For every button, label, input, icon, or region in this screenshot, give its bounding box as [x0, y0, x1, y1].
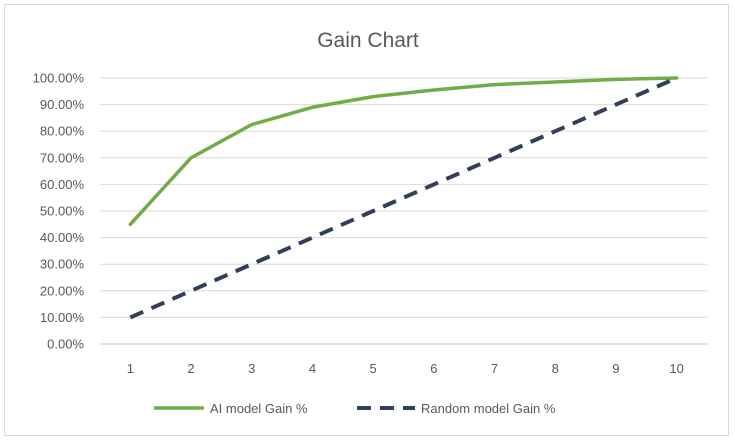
- x-tick-label: 7: [491, 361, 498, 376]
- y-tick-label: 20.00%: [40, 283, 85, 298]
- legend-label: AI model Gain %: [210, 401, 308, 416]
- series-lines: [128, 76, 679, 320]
- y-tick-label: 30.00%: [40, 257, 85, 272]
- x-axis-ticks: 1 2 3 4 5 6 7 8 9 10: [127, 361, 684, 376]
- x-tick-label: 8: [552, 361, 559, 376]
- x-tick-label: 5: [370, 361, 377, 376]
- y-tick-label: 40.00%: [40, 230, 85, 245]
- x-tick-label: 3: [248, 361, 255, 376]
- gridlines: [100, 77, 707, 345]
- y-axis-ticks: 0.00% 10.00% 20.00% 30.00% 40.00% 50.00% 60.00…: [33, 71, 85, 352]
- y-tick-label: 70.00%: [40, 150, 85, 165]
- chart-frame: [4, 4, 729, 436]
- x-tick-label: 9: [612, 361, 619, 376]
- legend: AI model Gain % Random model Gain %: [154, 401, 556, 416]
- x-tick-label: 10: [669, 361, 683, 376]
- legend-label: Random model Gain %: [421, 401, 556, 416]
- x-tick-label: 2: [187, 361, 194, 376]
- y-tick-label: 0.00%: [47, 337, 84, 352]
- y-tick-label: 50.00%: [40, 204, 85, 219]
- y-tick-label: 60.00%: [40, 177, 85, 192]
- random-model-line: [129, 76, 678, 320]
- ai-model-line: [128, 76, 679, 227]
- x-tick-label: 6: [430, 361, 437, 376]
- y-tick-label: 80.00%: [40, 124, 85, 139]
- y-tick-label: 90.00%: [40, 97, 85, 112]
- chart-title: Gain Chart: [317, 29, 419, 52]
- y-tick-label: 10.00%: [40, 310, 85, 325]
- x-tick-label: 4: [309, 361, 316, 376]
- y-tick-label: 100.00%: [33, 71, 85, 86]
- x-tick-label: 1: [127, 361, 134, 376]
